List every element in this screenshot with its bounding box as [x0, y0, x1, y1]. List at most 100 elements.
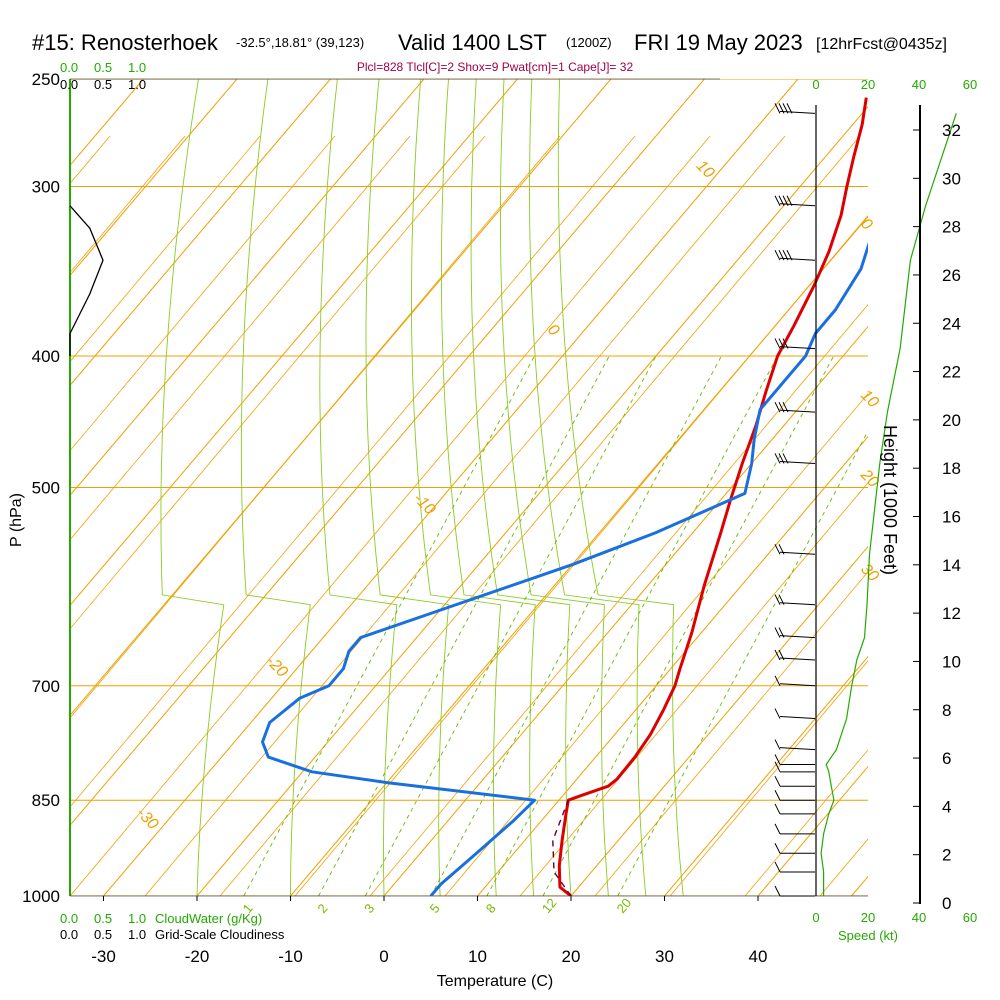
- pressure-tick-label: 700: [32, 677, 60, 696]
- isotherm-line: [70, 79, 519, 607]
- isotherm-label: 10: [857, 387, 882, 412]
- barb-feather: [774, 249, 781, 261]
- barb-feather: [778, 544, 785, 555]
- y-axis-label: P (hPa): [8, 493, 25, 547]
- theta-line: [70, 135, 261, 363]
- station-title: #15: Renosterhoek: [32, 30, 219, 55]
- pressure-tick-label: 1000: [22, 887, 60, 906]
- temperature-tick-label: 0: [379, 947, 388, 966]
- barb-staff: [779, 257, 816, 261]
- barb-staff: [779, 716, 816, 720]
- height-tick-label: 16: [942, 508, 961, 527]
- wind-barb: [774, 675, 816, 687]
- temperature-tick-label: -30: [91, 947, 116, 966]
- isotherm-line: [383, 325, 868, 896]
- moist-adiabat: [557, 79, 684, 896]
- mixing-ratio-label: 3: [361, 901, 377, 916]
- barb-staff: [779, 460, 816, 464]
- valid-date: FRI 19 May 2023: [634, 30, 803, 55]
- moist-adiabat: [500, 79, 609, 896]
- speed-top-20: 20: [861, 77, 875, 92]
- background-grid: [70, 79, 1000, 896]
- temperature-tick-label: 10: [468, 947, 487, 966]
- barb-feather: [782, 103, 789, 114]
- barb-feather: [774, 803, 781, 815]
- barb-staff: [779, 635, 816, 639]
- moist-adiabat: [240, 79, 311, 896]
- surface-dewpoint-dot: [452, 896, 460, 904]
- wind-barb: [774, 861, 815, 873]
- barb-feather: [774, 401, 781, 413]
- isotherm-line: [70, 79, 706, 827]
- cloud-bot-green-05: 0.5: [94, 911, 112, 926]
- mixing-ratio-label: 12: [539, 895, 560, 916]
- barb-feather: [778, 649, 785, 661]
- isotherm-label: 0: [544, 321, 562, 339]
- cloudiness-label: Grid-Scale Cloudiness: [155, 927, 285, 942]
- isotherm-line: [70, 79, 332, 387]
- barb-staff: [779, 409, 816, 413]
- wind-barb: [774, 594, 816, 606]
- barb-feather: [774, 453, 781, 464]
- theta-line: [70, 135, 486, 630]
- height-tick-label: 6: [942, 749, 951, 768]
- barb-staff: [779, 602, 816, 606]
- isotherm-line: [570, 545, 868, 896]
- barb-feather: [782, 338, 789, 349]
- isotherm-line: [850, 875, 868, 896]
- wind-barb: [774, 401, 816, 413]
- cloudwater-label: CloudWater (g/Kg): [155, 911, 262, 926]
- height-tick-label: 8: [942, 701, 951, 720]
- moist-adiabat: [440, 79, 536, 896]
- mixing-ratio-line: [617, 430, 868, 896]
- wind-barb: [774, 761, 815, 773]
- barb-feather: [774, 544, 781, 555]
- valid-zulu: (1200Z): [566, 35, 612, 50]
- mixing-ratio-label: 5: [427, 901, 443, 916]
- theta-line: [294, 214, 868, 896]
- wind-barb: [774, 338, 816, 350]
- theta-line: [444, 393, 868, 896]
- height-tick-label: 0: [942, 894, 951, 913]
- height-tick-label: 4: [942, 797, 951, 816]
- isotherm-line: [663, 655, 868, 896]
- theta-line: [70, 135, 411, 541]
- barb-feather: [774, 338, 781, 349]
- theta-line: [819, 838, 868, 896]
- wind-barbs: [774, 103, 816, 897]
- height-tick-label: 22: [942, 363, 961, 382]
- barb-feather: [774, 627, 781, 638]
- theta-line: [70, 135, 186, 274]
- theta-line: [669, 660, 868, 896]
- barb-feather: [774, 761, 781, 773]
- cloud-top-green-0: 0.0: [60, 60, 78, 75]
- wind-barb: [774, 739, 816, 751]
- cloudiness-profile: [69, 205, 104, 356]
- barb-feather: [774, 823, 781, 835]
- cloud-bot-black-0: 0.0: [60, 927, 78, 942]
- speed-axis-label: Speed (kt): [838, 928, 898, 943]
- barb-feather: [774, 754, 781, 765]
- valid-time: Valid 1400 LST: [398, 30, 547, 55]
- cloud-top-black-0: 0.0: [60, 77, 78, 92]
- speed-bot-0: 0: [812, 910, 819, 925]
- wind-barb: [774, 803, 815, 815]
- barb-feather: [778, 453, 785, 464]
- series-temperature: [557, 97, 868, 896]
- theta-line: [970, 136, 1000, 896]
- isotherm-line: [70, 79, 612, 717]
- cloud-top-green-1: 1.0: [128, 60, 146, 75]
- height-tick-label: 10: [942, 652, 961, 671]
- wind-speed-profile: [815, 105, 957, 896]
- speed-top-60: 60: [963, 77, 977, 92]
- isotherm-label: -20: [262, 653, 290, 681]
- cloud-top-black-05: 0.5: [94, 77, 112, 92]
- height-tick-label: 12: [942, 604, 961, 623]
- mixing-ratio-line: [364, 355, 657, 896]
- isotherm-line: [196, 105, 868, 896]
- diagnostics-line: Plcl=828 Tlcl[C]=2 Shox=9 Pwat[cm]=1 Cap…: [357, 60, 634, 74]
- pressure-tick-label: 850: [32, 791, 60, 810]
- barb-feather: [778, 103, 785, 114]
- barb-feather: [782, 249, 789, 261]
